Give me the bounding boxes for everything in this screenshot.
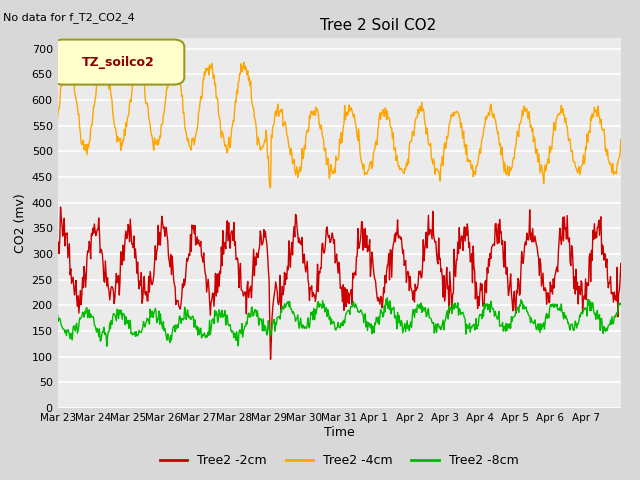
Title: Tree 2 Soil CO2: Tree 2 Soil CO2 bbox=[321, 18, 436, 33]
Text: No data for f_T2_CO2_4: No data for f_T2_CO2_4 bbox=[3, 12, 135, 23]
Text: TZ_soilco2: TZ_soilco2 bbox=[81, 56, 154, 69]
Legend: Tree2 -2cm, Tree2 -4cm, Tree2 -8cm: Tree2 -2cm, Tree2 -4cm, Tree2 -8cm bbox=[155, 449, 524, 472]
X-axis label: Time: Time bbox=[324, 426, 355, 439]
FancyBboxPatch shape bbox=[52, 39, 184, 84]
Y-axis label: CO2 (mv): CO2 (mv) bbox=[15, 193, 28, 253]
